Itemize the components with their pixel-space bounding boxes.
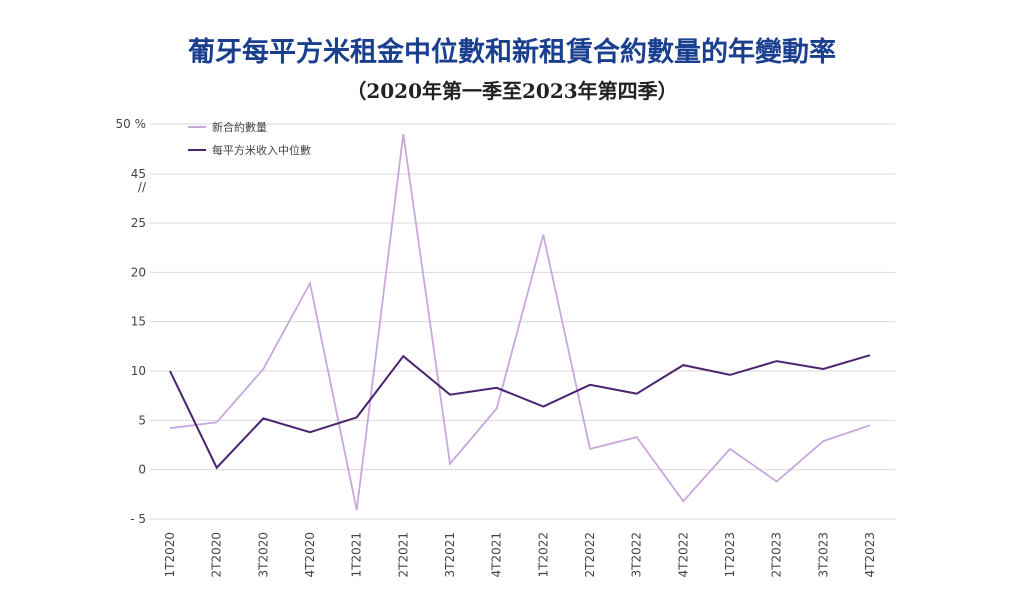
y-tick-label: 20 [131, 265, 146, 279]
series-line-1 [169, 133, 871, 511]
x-tick-label: 4T2022 [676, 532, 690, 578]
series-line-2 [169, 354, 871, 470]
y-axis: - 5 0 5 10 15 20 25 45 50 % // [116, 117, 147, 526]
legend-label: 新合約數量 [212, 120, 267, 134]
x-tick-label: 3T2023 [816, 532, 830, 578]
y-tick-label: - 5 [130, 512, 146, 526]
y-tick-label: 50 % [116, 117, 147, 131]
y-tick-label: 15 [131, 315, 146, 329]
x-tick-label: 2T2020 [210, 532, 224, 578]
x-tick-label: 2T2023 [770, 532, 784, 578]
x-tick-label: 3T2022 [630, 532, 644, 578]
x-tick-label: 4T2023 [863, 532, 877, 578]
x-tick-label: 1T2022 [536, 532, 550, 578]
y-tick-label: 25 [131, 216, 146, 230]
y-tick-label: 5 [138, 413, 146, 427]
series-lines [169, 133, 871, 511]
x-tick-label: 2T2022 [583, 532, 597, 578]
grid-lines [150, 123, 895, 520]
y-tick-label: 0 [138, 463, 146, 477]
x-tick-label: 3T2021 [443, 532, 457, 578]
x-tick-label: 1T2023 [723, 532, 737, 578]
x-tick-label: 1T2021 [350, 532, 364, 578]
axis-break-mark: // [138, 180, 147, 194]
chart-title: 葡牙每平方米租金中位數和新租賃合約數量的年變動率 [188, 37, 836, 68]
y-tick-label: 45 [131, 167, 146, 181]
x-tick-label: 2T2021 [396, 532, 410, 578]
x-tick-label: 4T2020 [303, 532, 317, 578]
x-tick-label: 1T2020 [163, 532, 177, 578]
x-tick-label: 3T2020 [256, 532, 270, 578]
x-axis: 1T2020 2T2020 3T2020 4T2020 1T2021 2T2021 3T20… [163, 532, 877, 578]
legend-label: 每平方米收入中位數 [212, 143, 311, 157]
y-tick-label: 10 [131, 364, 146, 378]
chart-subtitle: （2020年第一季至2023年第四季） [346, 79, 678, 103]
x-tick-label: 4T2021 [490, 532, 504, 578]
